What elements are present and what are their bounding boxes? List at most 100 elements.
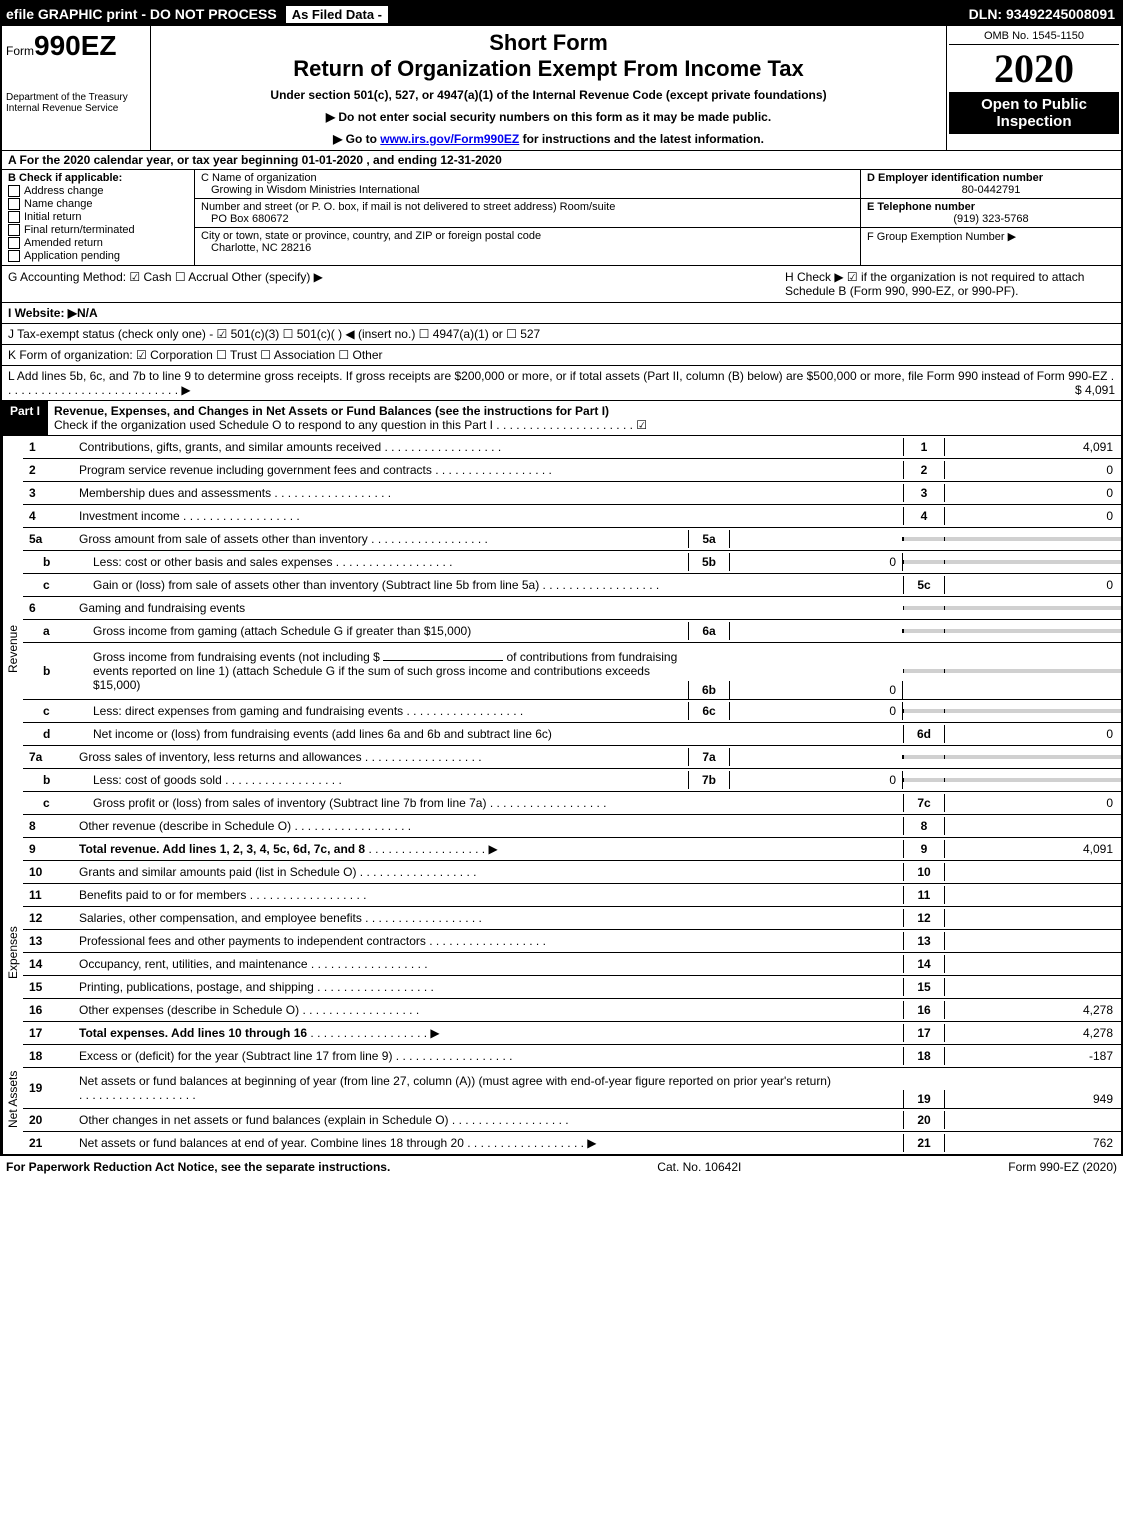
line-4: 4 Investment income 4 0 bbox=[23, 505, 1121, 528]
line-13: 13 Professional fees and other payments … bbox=[23, 930, 1121, 953]
form-number: Form990EZ bbox=[6, 30, 146, 62]
revenue-side-label: Revenue bbox=[2, 436, 23, 861]
row-a-text: A For the 2020 calendar year, or tax yea… bbox=[8, 153, 502, 167]
form-prefix: Form bbox=[6, 44, 34, 58]
org-name-label: C Name of organization bbox=[201, 172, 854, 184]
tax-year: 2020 bbox=[949, 45, 1119, 92]
goto-post: for instructions and the latest informat… bbox=[519, 132, 764, 146]
header-right: OMB No. 1545-1150 2020 Open to Public In… bbox=[946, 26, 1121, 150]
irs-label: Internal Revenue Service bbox=[6, 103, 146, 114]
expenses-section: Expenses 10 Grants and similar amounts p… bbox=[2, 861, 1121, 1045]
row-l-text: L Add lines 5b, 6c, and 7b to line 9 to … bbox=[8, 369, 1114, 397]
revenue-section: Revenue 1 Contributions, gifts, grants, … bbox=[2, 436, 1121, 861]
check-pending[interactable]: Application pending bbox=[8, 250, 188, 262]
line-6d: d Net income or (loss) from fundraising … bbox=[23, 723, 1121, 746]
line-7b: b Less: cost of goods sold 7b 0 bbox=[23, 769, 1121, 792]
line-8: 8 Other revenue (describe in Schedule O)… bbox=[23, 815, 1121, 838]
line-11: 11 Benefits paid to or for members 11 bbox=[23, 884, 1121, 907]
goto-pre: ▶ Go to bbox=[333, 132, 380, 146]
ssn-warning: ▶ Do not enter social security numbers o… bbox=[161, 110, 936, 124]
street-block: Number and street (or P. O. box, if mail… bbox=[195, 199, 860, 228]
line-16: 16 Other expenses (describe in Schedule … bbox=[23, 999, 1121, 1022]
dept-treasury: Department of the Treasury bbox=[6, 92, 146, 103]
irs-link[interactable]: www.irs.gov/Form990EZ bbox=[380, 132, 519, 146]
header-center: Short Form Return of Organization Exempt… bbox=[151, 26, 946, 150]
phone: (919) 323-5768 bbox=[867, 213, 1115, 225]
header-left: Form990EZ Department of the Treasury Int… bbox=[2, 26, 151, 150]
netassets-section: Net Assets 18 Excess or (deficit) for th… bbox=[2, 1045, 1121, 1154]
line-17: 17 Total expenses. Add lines 10 through … bbox=[23, 1022, 1121, 1045]
line-7a: 7a Gross sales of inventory, less return… bbox=[23, 746, 1121, 769]
check-final[interactable]: Final return/terminated bbox=[8, 224, 188, 236]
topbar-left: efile GRAPHIC print - DO NOT PROCESS bbox=[2, 6, 281, 22]
col-de: D Employer identification number 80-0442… bbox=[860, 170, 1121, 265]
netassets-side-label: Net Assets bbox=[2, 1045, 23, 1154]
row-l-value: $ 4,091 bbox=[1075, 383, 1115, 397]
line-19: 19 Net assets or fund balances at beginn… bbox=[23, 1068, 1121, 1109]
check-address[interactable]: Address change bbox=[8, 185, 188, 197]
line-21: 21 Net assets or fund balances at end of… bbox=[23, 1132, 1121, 1154]
city-block: City or town, state or province, country… bbox=[195, 228, 860, 256]
footer-right: Form 990-EZ (2020) bbox=[1008, 1160, 1117, 1174]
line-6: 6 Gaming and fundraising events bbox=[23, 597, 1121, 620]
col-c: C Name of organization Growing in Wisdom… bbox=[195, 170, 860, 265]
line-18: 18 Excess or (deficit) for the year (Sub… bbox=[23, 1045, 1121, 1068]
line-7c: c Gross profit or (loss) from sales of i… bbox=[23, 792, 1121, 815]
phone-block: E Telephone number (919) 323-5768 bbox=[861, 199, 1121, 228]
check-name[interactable]: Name change bbox=[8, 198, 188, 210]
footer-center: Cat. No. 10642I bbox=[657, 1160, 741, 1174]
line-10: 10 Grants and similar amounts paid (list… bbox=[23, 861, 1121, 884]
under-section: Under section 501(c), 527, or 4947(a)(1)… bbox=[161, 88, 936, 102]
form-num: 990EZ bbox=[34, 30, 117, 61]
topbar-dln: DLN: 93492245008091 bbox=[963, 6, 1121, 22]
line-5b: b Less: cost or other basis and sales ex… bbox=[23, 551, 1121, 574]
line-14: 14 Occupancy, rent, utilities, and maint… bbox=[23, 953, 1121, 976]
group-exempt-label: F Group Exemption Number ▶ bbox=[867, 231, 1016, 243]
phone-label: E Telephone number bbox=[867, 201, 975, 213]
line-12: 12 Salaries, other compensation, and emp… bbox=[23, 907, 1121, 930]
col-b: B Check if applicable: Address change Na… bbox=[2, 170, 195, 265]
city: Charlotte, NC 28216 bbox=[201, 242, 854, 254]
part1-title: Revenue, Expenses, and Changes in Net As… bbox=[54, 404, 609, 418]
part1-title-cell: Revenue, Expenses, and Changes in Net As… bbox=[48, 401, 1121, 435]
check-initial[interactable]: Initial return bbox=[8, 211, 188, 223]
line-2: 2 Program service revenue including gove… bbox=[23, 459, 1121, 482]
city-label: City or town, state or province, country… bbox=[201, 230, 854, 242]
website: I Website: ▶N/A bbox=[8, 306, 98, 320]
part1-checkline: Check if the organization used Schedule … bbox=[54, 418, 647, 432]
line-6a: a Gross income from gaming (attach Sched… bbox=[23, 620, 1121, 643]
short-form-title: Short Form bbox=[161, 30, 936, 56]
row-gh: G Accounting Method: ☑ Cash ☐ Accrual Ot… bbox=[2, 266, 1121, 303]
line-9: 9 Total revenue. Add lines 1, 2, 3, 4, 5… bbox=[23, 838, 1121, 861]
row-k: K Form of organization: ☑ Corporation ☐ … bbox=[2, 345, 1121, 366]
part1-header: Part I bbox=[2, 401, 48, 435]
accounting-method: G Accounting Method: ☑ Cash ☐ Accrual Ot… bbox=[8, 270, 785, 298]
open-public: Open to Public Inspection bbox=[949, 92, 1119, 134]
row-i: I Website: ▶N/A bbox=[2, 303, 1121, 324]
line-1: 1 Contributions, gifts, grants, and simi… bbox=[23, 436, 1121, 459]
line-3: 3 Membership dues and assessments 3 0 bbox=[23, 482, 1121, 505]
topbar-middle: As Filed Data - bbox=[285, 5, 389, 24]
line-6b: b Gross income from fundraising events (… bbox=[23, 643, 1121, 700]
street-label: Number and street (or P. O. box, if mail… bbox=[201, 201, 854, 213]
col-b-title: B Check if applicable: bbox=[8, 172, 188, 184]
header: Form990EZ Department of the Treasury Int… bbox=[2, 26, 1121, 151]
ein-label: D Employer identification number bbox=[867, 172, 1043, 184]
ein: 80-0442791 bbox=[867, 184, 1115, 196]
line-5c: c Gain or (loss) from sale of assets oth… bbox=[23, 574, 1121, 597]
org-name-block: C Name of organization Growing in Wisdom… bbox=[195, 170, 860, 199]
goto-line: ▶ Go to www.irs.gov/Form990EZ for instru… bbox=[161, 132, 936, 146]
footer-left: For Paperwork Reduction Act Notice, see … bbox=[6, 1160, 390, 1174]
ein-block: D Employer identification number 80-0442… bbox=[861, 170, 1121, 199]
row-l: L Add lines 5b, 6c, and 7b to line 9 to … bbox=[2, 366, 1121, 401]
org-name: Growing in Wisdom Ministries Internation… bbox=[201, 184, 854, 196]
line-6c: c Less: direct expenses from gaming and … bbox=[23, 700, 1121, 723]
form-990ez: efile GRAPHIC print - DO NOT PROCESS As … bbox=[0, 0, 1123, 1156]
part1-header-row: Part I Revenue, Expenses, and Changes in… bbox=[2, 401, 1121, 436]
group-exempt-block: F Group Exemption Number ▶ bbox=[861, 228, 1121, 245]
omb-number: OMB No. 1545-1150 bbox=[949, 28, 1119, 45]
row-a: A For the 2020 calendar year, or tax yea… bbox=[2, 151, 1121, 170]
line-5a: 5a Gross amount from sale of assets othe… bbox=[23, 528, 1121, 551]
check-amended[interactable]: Amended return bbox=[8, 237, 188, 249]
top-bar: efile GRAPHIC print - DO NOT PROCESS As … bbox=[2, 2, 1121, 26]
